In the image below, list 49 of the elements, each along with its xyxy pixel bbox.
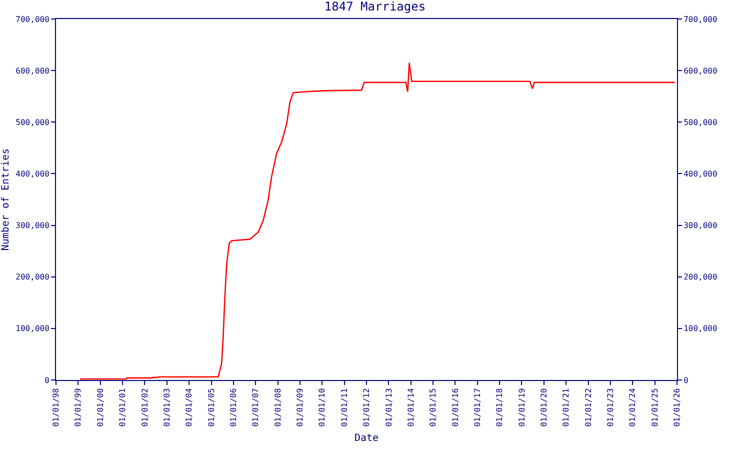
x-tick-label: 01/01/23 xyxy=(606,388,616,427)
y2-tick-label: 400,000 xyxy=(684,170,718,179)
y2-tick-label: 300,000 xyxy=(684,221,718,230)
y2-tick-label: 600,000 xyxy=(684,66,718,76)
y-tick-label: 600,000 xyxy=(16,66,50,76)
x-tick-label: 01/01/17 xyxy=(473,388,482,427)
x-tick-label: 01/01/01 xyxy=(118,388,128,427)
y-tick-label: 200,000 xyxy=(16,272,50,282)
x-tick-label: 01/01/18 xyxy=(495,388,504,427)
x-tick-label: 01/01/99 xyxy=(74,388,83,427)
y-axis-title: Number of Entries xyxy=(0,148,12,251)
x-tick-label: 01/01/14 xyxy=(406,388,416,427)
x-tick-label: 01/01/21 xyxy=(562,388,571,427)
y-tick-label: 100,000 xyxy=(16,324,50,334)
x-tick-label: 01/01/02 xyxy=(140,388,150,427)
x-tick-label: 01/01/06 xyxy=(229,388,238,427)
x-tick-label: 01/01/07 xyxy=(251,388,260,427)
y2-tick-label: 100,000 xyxy=(684,324,718,334)
x-tick-label: 01/01/19 xyxy=(517,388,526,427)
y-tick-label: 300,000 xyxy=(16,221,50,230)
y-tick-label: 0 xyxy=(44,376,50,385)
x-tick-label: 01/01/04 xyxy=(184,388,194,427)
y2-tick-label: 700,000 xyxy=(684,14,718,24)
x-tick-label: 01/01/15 xyxy=(428,388,438,427)
x-tick-label: 01/01/16 xyxy=(450,388,460,427)
x-tick-label: 01/01/05 xyxy=(206,388,216,427)
x-tick-label: 01/01/03 xyxy=(162,388,172,427)
x-tick-label: 01/01/20 xyxy=(540,388,548,427)
x-tick-label: 01/01/10 xyxy=(318,388,327,427)
y2-tick-label: 500,000 xyxy=(684,118,718,127)
x-axis-title: Date xyxy=(354,433,379,444)
line-series xyxy=(79,62,676,380)
x-tick-label: 01/01/00 xyxy=(96,388,105,427)
x-tick-label: 01/01/13 xyxy=(384,388,394,427)
x-tick-label: 01/01/24 xyxy=(628,388,638,427)
y-tick-label: 400,000 xyxy=(16,170,50,179)
x-tick-label: 01/01/25 xyxy=(650,388,660,427)
x-tick-label: 01/01/22 xyxy=(584,388,593,427)
x-tick-label: 01/01/12 xyxy=(362,388,372,427)
x-tick-label: 01/01/09 xyxy=(296,388,305,427)
y2-tick-label: 0 xyxy=(684,376,689,385)
y2-tick-label: 200,000 xyxy=(684,272,718,282)
x-tick-label: 01/01/11 xyxy=(340,388,349,427)
x-tick-label: 01/01/26 xyxy=(672,388,682,427)
chart-title: 1847 Marriages xyxy=(324,0,426,14)
x-tick-label: 01/01/98 xyxy=(52,388,61,427)
y-tick-label: 700,000 xyxy=(16,14,50,24)
x-tick-label: 01/01/08 xyxy=(273,388,282,427)
y-tick-label: 500,000 xyxy=(16,118,50,127)
